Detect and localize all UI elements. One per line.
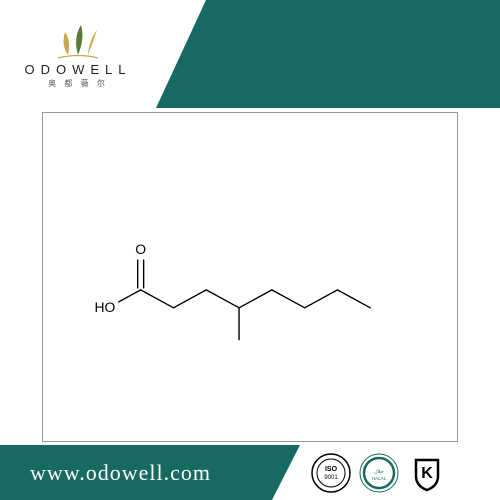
brand-subtitle: 奥 都 薇 尔: [48, 78, 108, 89]
bottom-banner: www.odowell.com ISO 9001 حلال HALAL: [0, 445, 500, 500]
cert-kosher-icon: K: [406, 452, 448, 494]
cert-diagonal-edge: [272, 445, 300, 500]
cert-iso-icon: ISO 9001: [310, 452, 352, 494]
website-url-chip: www.odowell.com: [20, 445, 270, 500]
logo-diagonal-edge: [156, 0, 206, 108]
svg-text:9001: 9001: [324, 475, 338, 481]
brand-name: ODOWELL: [24, 62, 131, 77]
svg-text:حلال: حلال: [374, 469, 384, 475]
top-banner: ODOWELL 奥 都 薇 尔: [0, 0, 500, 108]
brand-logo-chip: ODOWELL 奥 都 薇 尔: [0, 0, 156, 108]
molecule-card: O HO: [42, 112, 458, 442]
svg-text:ISO: ISO: [325, 466, 338, 473]
svg-text:HALAL: HALAL: [372, 476, 387, 481]
molecule-structure: O HO: [43, 113, 457, 441]
brand-leaf-icon: [53, 20, 103, 60]
label-oxygen-double: O: [135, 241, 146, 257]
svg-text:K: K: [421, 465, 433, 482]
website-url[interactable]: www.odowell.com: [30, 460, 211, 486]
cert-halal-icon: حلال HALAL: [358, 452, 400, 494]
label-hydroxyl: HO: [94, 299, 115, 315]
certification-row: ISO 9001 حلال HALAL K: [300, 445, 500, 500]
